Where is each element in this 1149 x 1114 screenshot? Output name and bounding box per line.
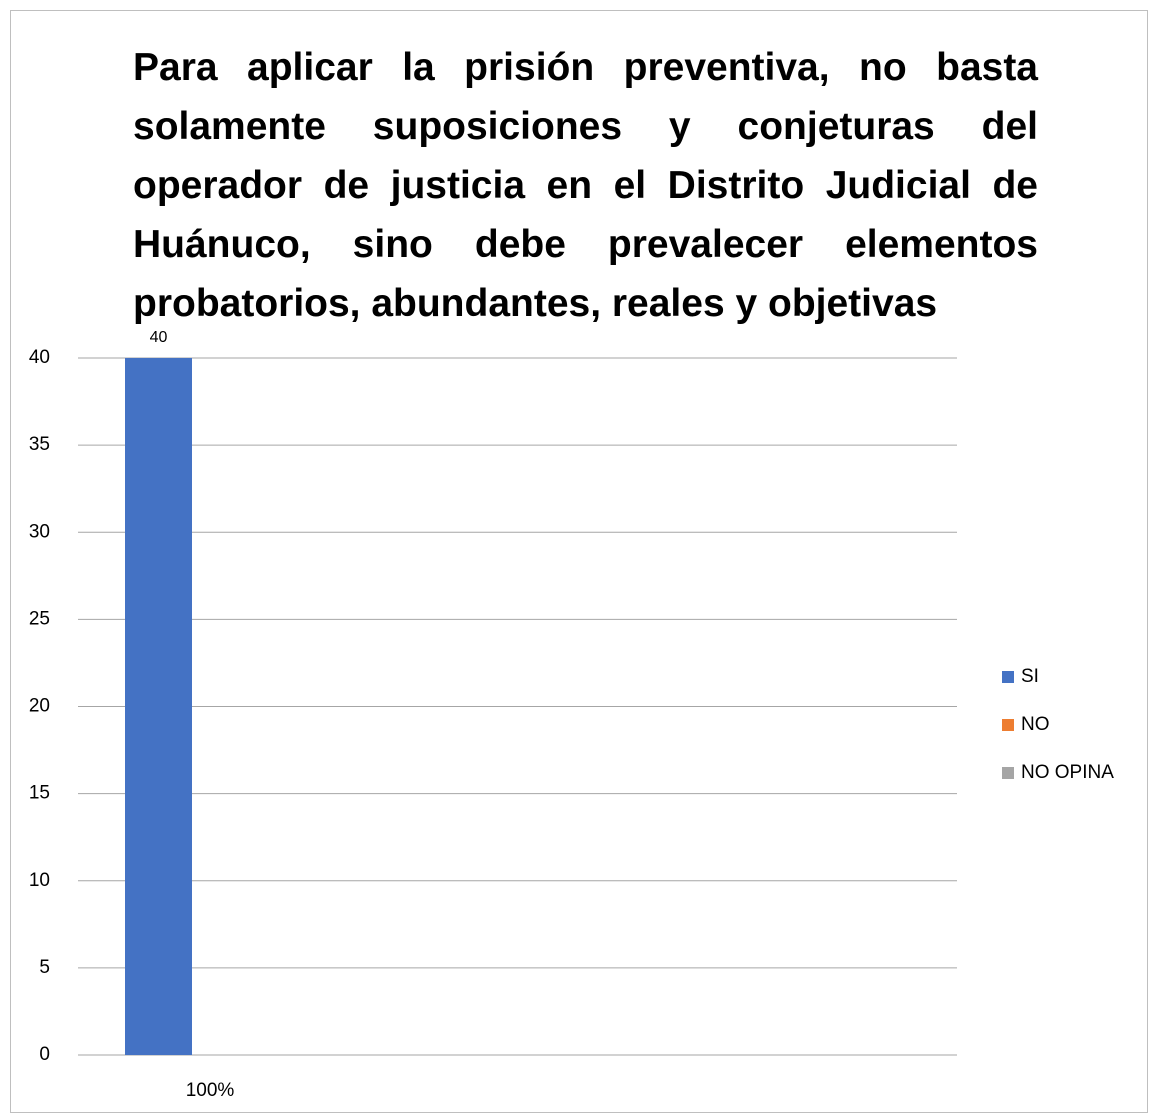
x-tick-label: 100% — [186, 1080, 235, 1101]
legend-label: SI — [1021, 666, 1039, 687]
legend-swatch — [1002, 671, 1014, 683]
y-tick-label: 40 — [29, 347, 50, 368]
legend-label: NO OPINA — [1021, 762, 1114, 783]
y-tick-label: 10 — [29, 870, 50, 891]
data-label: 40 — [150, 329, 168, 346]
y-tick-label: 30 — [29, 521, 50, 542]
y-tick-label: 5 — [39, 957, 50, 978]
y-tick-label: 15 — [29, 783, 50, 804]
y-tick-label: 25 — [29, 608, 50, 629]
label-background — [122, 325, 195, 351]
y-tick-label: 0 — [39, 1044, 50, 1065]
legend-label: NO — [1021, 714, 1050, 735]
legend-swatch — [1002, 719, 1014, 731]
bar — [125, 358, 192, 1055]
y-tick-label: 35 — [29, 434, 50, 455]
chart-title: Para aplicar la prisión preventiva, no b… — [133, 46, 1038, 325]
legend-swatch — [1002, 767, 1014, 779]
chart-frame — [10, 10, 1148, 1113]
y-tick-label: 20 — [29, 696, 50, 717]
